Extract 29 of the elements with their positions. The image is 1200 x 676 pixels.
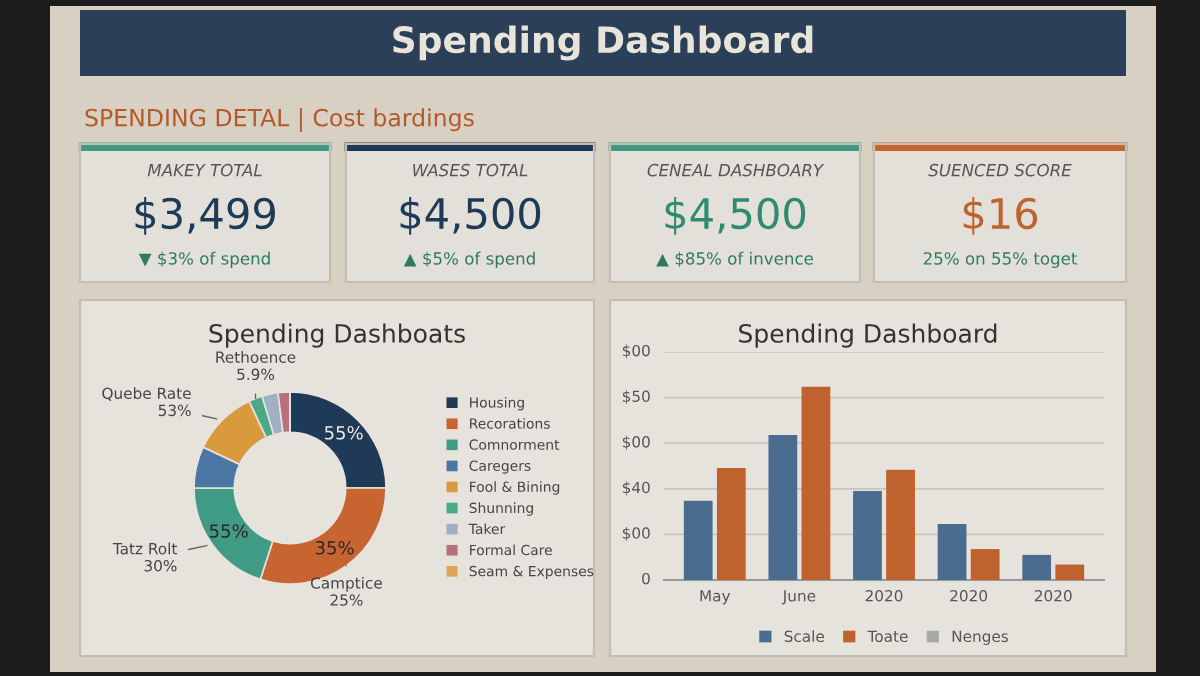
text: SUENCED SCORE	[928, 163, 1072, 177]
chart-title: Spending Dashboats	[209, 323, 465, 348]
text: ▼ $3% of spend	[138, 251, 270, 268]
text: CENEAL DASHBOARY	[647, 163, 825, 177]
text: 55%	[209, 524, 248, 538]
bar	[801, 386, 831, 580]
chart-title: Spending Dashboard	[393, 25, 813, 61]
bar	[970, 549, 1000, 580]
text: $16	[963, 196, 1038, 235]
text: $4,500	[665, 196, 806, 235]
text: $3,499	[135, 196, 275, 235]
text: Spending Dashboard	[739, 323, 997, 348]
text: MAKEY TOTAL	[147, 163, 262, 177]
text: ▲ $5% of spend	[403, 251, 535, 268]
text: WASES TOTAL	[413, 163, 528, 177]
text: 35%	[315, 540, 354, 555]
bar	[1022, 554, 1052, 580]
bar	[937, 523, 967, 580]
text: 55%	[324, 425, 363, 440]
bar	[768, 435, 798, 580]
bar	[886, 469, 915, 580]
text: ▲ $85% of invence	[656, 251, 813, 267]
bar	[853, 491, 882, 580]
text: 25% on 55% toget	[923, 252, 1078, 268]
bar	[683, 500, 713, 580]
bar	[716, 467, 746, 580]
text: SPENDING DETAL | Cost bardings	[85, 108, 474, 132]
bar	[1055, 564, 1085, 580]
text: $4,500	[400, 196, 541, 235]
